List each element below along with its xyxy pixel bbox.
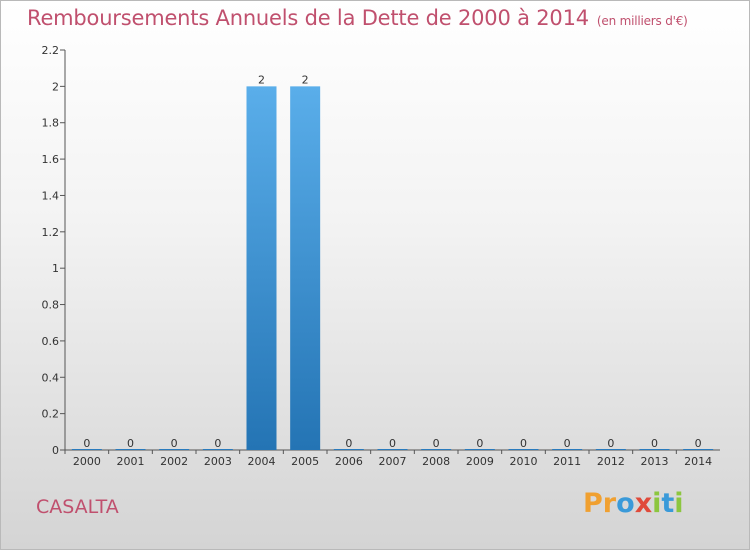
brand-letter: P bbox=[583, 488, 603, 519]
y-tick-label: 0.6 bbox=[42, 335, 60, 348]
brand-letter: x bbox=[634, 488, 653, 519]
data-label: 0 bbox=[214, 437, 221, 450]
brand-letter: i bbox=[652, 488, 662, 519]
data-label: 0 bbox=[433, 437, 440, 450]
y-tick-label: 1 bbox=[52, 262, 59, 275]
data-label: 0 bbox=[695, 437, 702, 450]
data-label: 2 bbox=[258, 73, 265, 86]
x-tick-label: 2006 bbox=[335, 455, 363, 468]
y-tick-label: 0 bbox=[52, 444, 59, 457]
y-tick-label: 1.8 bbox=[42, 117, 60, 130]
chart-title-text: Remboursements Annuels de la Dette de 20… bbox=[27, 6, 589, 30]
x-tick-label: 2009 bbox=[466, 455, 494, 468]
brand-letter: o bbox=[616, 488, 635, 519]
y-tick-label: 1.4 bbox=[42, 189, 60, 202]
data-label: 0 bbox=[476, 437, 483, 450]
x-tick-label: 2001 bbox=[117, 455, 145, 468]
data-label: 0 bbox=[345, 437, 352, 450]
y-tick-label: 2 bbox=[52, 80, 59, 93]
chart-title: Remboursements Annuels de la Dette de 20… bbox=[27, 6, 688, 30]
data-label: 2 bbox=[302, 73, 309, 86]
y-tick-label: 0.2 bbox=[42, 408, 60, 421]
x-tick-label: 2005 bbox=[291, 455, 319, 468]
x-tick-label: 2008 bbox=[422, 455, 450, 468]
brand-letter: i bbox=[674, 488, 684, 519]
y-tick-label: 2.2 bbox=[42, 44, 60, 57]
y-tick-label: 0.4 bbox=[42, 371, 60, 384]
data-label: 0 bbox=[127, 437, 134, 450]
data-label: 0 bbox=[564, 437, 571, 450]
y-tick-label: 1.6 bbox=[42, 153, 60, 166]
x-tick-label: 2004 bbox=[248, 455, 276, 468]
brand-logo: Proxiti bbox=[583, 488, 684, 519]
data-label: 0 bbox=[520, 437, 527, 450]
chart-subtitle: (en milliers d'€) bbox=[596, 14, 688, 28]
y-tick-label: 0.8 bbox=[42, 299, 60, 312]
x-tick-label: 2013 bbox=[641, 455, 669, 468]
data-label: 0 bbox=[389, 437, 396, 450]
brand-letter: t bbox=[661, 488, 675, 519]
commune-name: CASALTA bbox=[36, 496, 119, 518]
x-tick-label: 2010 bbox=[510, 455, 538, 468]
y-tick-label: 1.2 bbox=[42, 226, 60, 239]
x-tick-label: 2003 bbox=[204, 455, 232, 468]
x-tick-label: 2011 bbox=[553, 455, 581, 468]
bar bbox=[246, 86, 277, 450]
bar bbox=[290, 86, 321, 450]
data-label: 0 bbox=[651, 437, 658, 450]
data-label: 0 bbox=[171, 437, 178, 450]
brand-letter: r bbox=[602, 488, 617, 519]
x-tick-label: 2014 bbox=[684, 455, 712, 468]
data-label: 0 bbox=[607, 437, 614, 450]
data-label: 0 bbox=[83, 437, 90, 450]
x-tick-label: 2000 bbox=[73, 455, 101, 468]
x-tick-label: 2002 bbox=[160, 455, 188, 468]
x-tick-label: 2012 bbox=[597, 455, 625, 468]
x-tick-label: 2007 bbox=[379, 455, 407, 468]
